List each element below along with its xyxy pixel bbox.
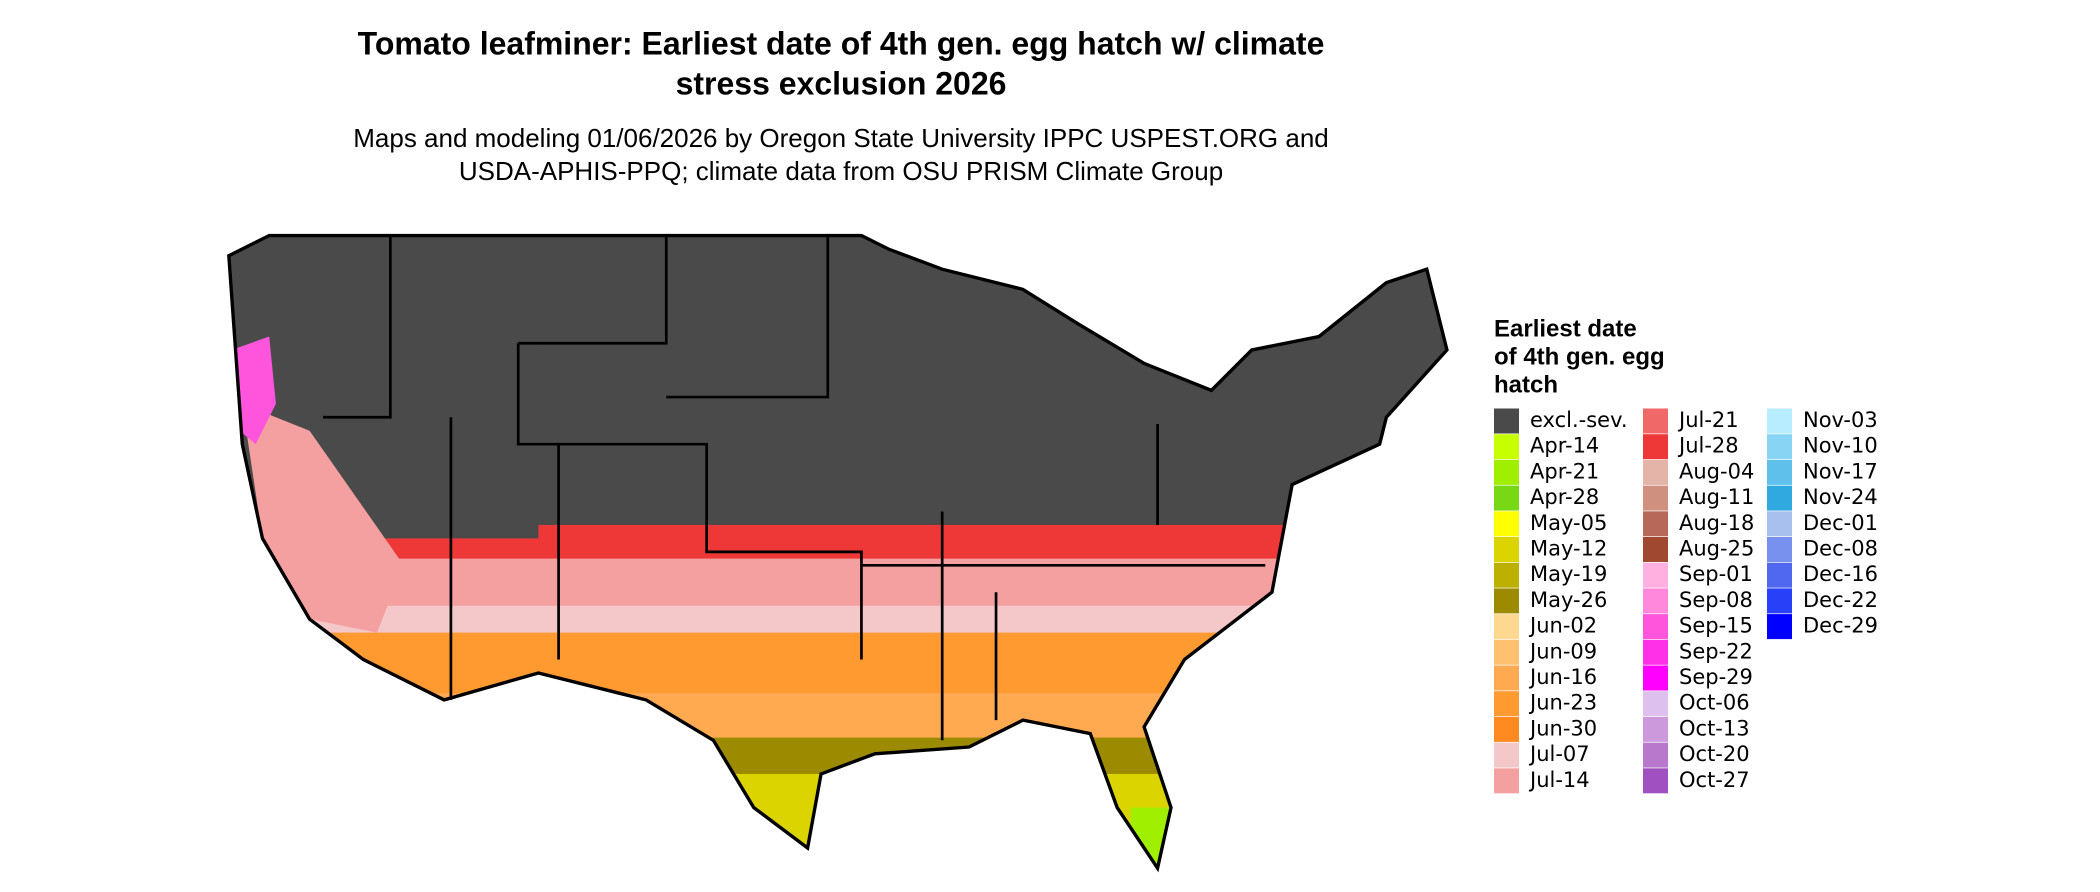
legend-label: Aug-11 [1679,485,1754,509]
legend-swatch [1643,691,1668,717]
legend-swatch [1643,459,1668,485]
legend-label: Oct-13 [1679,716,1750,740]
legend-label: Jul-21 [1677,408,1739,432]
legend-label: Dec-29 [1803,614,1878,638]
legend-swatch [1643,716,1668,742]
legend-swatch [1494,691,1519,717]
legend-label: May-26 [1530,588,1607,612]
legend-swatch [1494,716,1519,742]
title: stress exclusion 2026 [676,65,1007,101]
legend-swatch [1767,485,1792,511]
legend-label: Dec-16 [1803,562,1878,586]
legend-swatch [1494,562,1519,588]
title: Tomato leafminer: Earliest date of 4th g… [358,25,1325,61]
legend-label: Jul-28 [1677,434,1739,458]
legend-swatch [1767,562,1792,588]
legend-label: Aug-04 [1679,459,1754,483]
legend-swatch [1494,768,1519,794]
legend-label: Apr-14 [1530,434,1599,458]
legend-label: Nov-17 [1803,459,1878,483]
legend-label: May-12 [1530,537,1607,561]
legend-swatch [1643,665,1668,691]
legend-label: Oct-27 [1679,768,1750,792]
legend-label: Dec-08 [1803,537,1878,561]
legend-swatch [1643,639,1668,665]
legend-swatch [1767,459,1792,485]
map [227,233,1449,873]
legend-swatch [1494,614,1519,640]
legend-label: Aug-25 [1679,537,1754,561]
legend-swatch [1494,485,1519,511]
legend-label: Apr-21 [1530,459,1599,483]
legend-label: Oct-20 [1679,742,1750,766]
legend-label: Jun-02 [1528,614,1597,638]
legend-swatch [1643,408,1668,434]
legend-swatch [1494,408,1519,434]
legend-label: Jun-23 [1528,691,1597,715]
legend-swatch [1494,459,1519,485]
legend-label: Aug-18 [1679,511,1754,535]
legend-label: Sep-15 [1679,614,1753,638]
legend-label: Jul-14 [1528,768,1590,792]
legend-label: May-19 [1530,562,1607,586]
legend-label: Sep-29 [1679,665,1753,689]
legend-label: Nov-24 [1803,485,1878,509]
legend-label: Jun-30 [1528,716,1597,740]
legend-swatch [1767,408,1792,434]
legend-label: Sep-22 [1679,639,1753,663]
legend-swatch [1767,614,1792,640]
legend-swatch [1767,511,1792,537]
legend-label: Dec-01 [1803,511,1878,535]
legend-title: Earliest date [1494,315,1637,342]
subtitle: Maps and modeling 01/06/2026 by Oregon S… [353,123,1329,153]
legend-swatch [1494,537,1519,562]
legend-title: of 4th gen. egg [1494,343,1665,370]
subtitle: USDA-APHIS-PPQ; climate data from OSU PR… [459,156,1223,186]
legend-swatch [1643,511,1668,537]
legend-label: Jun-16 [1528,665,1597,689]
legend-swatch [1643,434,1668,460]
legend-swatch [1494,742,1519,768]
legend-swatch [1494,665,1519,691]
legend-swatch [1643,485,1668,511]
legend-label: Nov-10 [1803,434,1878,458]
legend-label: Apr-28 [1530,485,1599,509]
legend-label: Jun-09 [1528,639,1597,663]
legend-swatch [1494,639,1519,665]
legend-label: Sep-08 [1679,588,1753,612]
legend-swatch [1767,537,1792,562]
legend-swatch [1494,588,1519,614]
legend-swatch [1767,434,1792,460]
legend-swatch [1643,537,1668,562]
legend-swatch [1643,562,1668,588]
legend-label: May-05 [1530,511,1607,535]
legend-swatch [1643,614,1668,640]
legend-swatch [1494,511,1519,537]
legend-swatch [1643,742,1668,768]
legend-label: Jul-07 [1528,742,1590,766]
legend-label: Oct-06 [1679,691,1750,715]
legend-label: excl.-sev. [1530,408,1628,432]
legend-swatch [1643,768,1668,794]
legend-swatch [1767,588,1792,614]
legend-label: Nov-03 [1803,408,1878,432]
legend-label: Dec-22 [1803,588,1878,612]
legend-swatch [1494,434,1519,460]
legend-label: Sep-01 [1679,562,1753,586]
legend-title: hatch [1494,371,1558,398]
legend-swatch [1643,588,1668,614]
